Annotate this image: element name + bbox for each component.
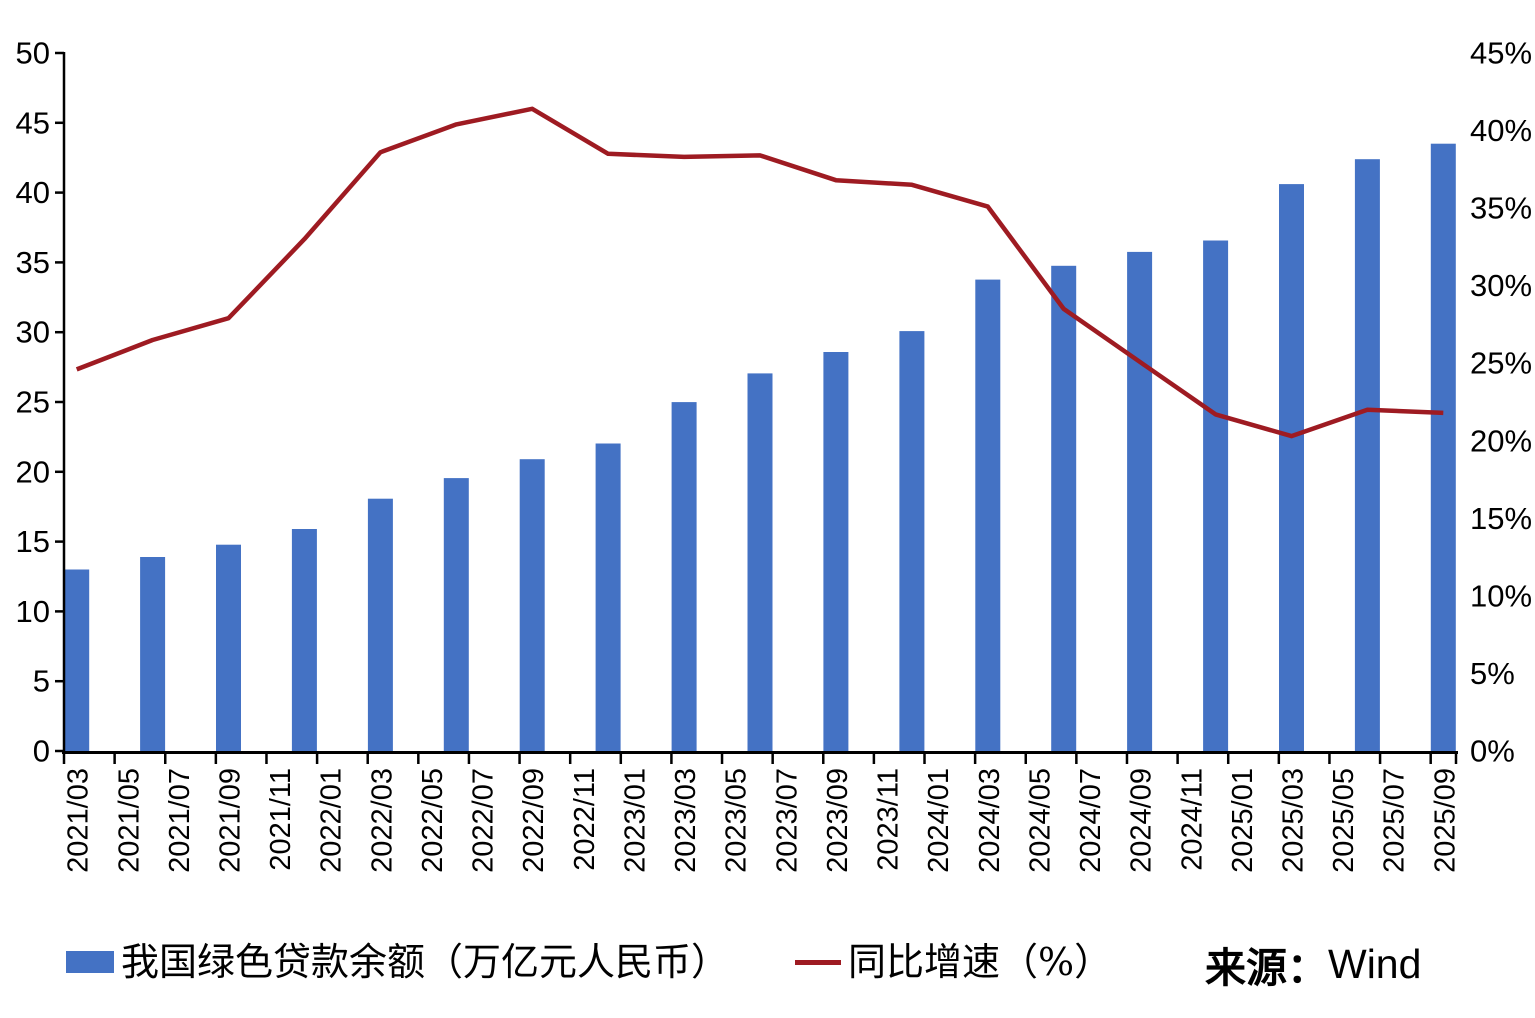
left-axis-label: 25 <box>16 385 50 420</box>
source-note: 来源： Wind <box>1205 936 1422 993</box>
right-axis-label: 25% <box>1470 346 1532 381</box>
x-axis-label: 2023/09 <box>822 768 854 873</box>
x-axis-label: 2022/07 <box>468 768 500 873</box>
x-axis-label: 2023/05 <box>721 768 753 873</box>
x-axis-label: 2024/09 <box>1126 768 1158 873</box>
right-axis-label: 40% <box>1470 113 1532 148</box>
legend-label-balance: 我国绿色贷款余额（万亿元人民币） <box>121 940 730 984</box>
bar-2021/12 <box>291 529 317 751</box>
legend-item-growth: 同比增速（%） <box>795 936 1112 988</box>
bar-2024/09 <box>1127 251 1153 751</box>
legend-label-growth: 同比增速（%） <box>848 940 1113 984</box>
x-axis-label: 2023/07 <box>771 768 803 873</box>
x-axis-label: 2024/03 <box>974 768 1006 873</box>
left-axis-label: 40 <box>16 175 50 210</box>
x-axis-label: 2021/03 <box>63 768 95 873</box>
source-label: 来源： <box>1205 944 1328 992</box>
x-axis-label: 2025/01 <box>1227 768 1259 873</box>
x-axis-label: 2022/05 <box>417 768 449 873</box>
x-axis-label: 2023/01 <box>619 768 651 873</box>
right-axis-label: 20% <box>1470 423 1532 458</box>
x-axis-label: 2024/11 <box>1176 768 1208 871</box>
bar-2023/06 <box>747 373 773 751</box>
bar-2024/06 <box>1051 265 1077 751</box>
bar-2025/03 <box>1279 184 1304 752</box>
right-axis-label: 10% <box>1470 578 1532 613</box>
legend-item-balance: 我国绿色贷款余额（万亿元人民币） <box>66 936 729 988</box>
bar-2021/09 <box>216 544 241 751</box>
left-axis-label: 15 <box>16 524 50 559</box>
bar-2024/03 <box>975 279 1001 751</box>
bar-2023/03 <box>671 402 697 751</box>
x-axis-label: 2021/05 <box>113 768 145 873</box>
bar-2022/09 <box>519 459 545 751</box>
source-value: Wind <box>1328 940 1422 987</box>
bar-2023/09 <box>823 352 849 751</box>
line-series-swatch-icon <box>795 959 841 965</box>
left-axis-label: 10 <box>16 594 50 629</box>
bar-2025/06 <box>1354 159 1380 751</box>
x-axis-label: 2021/07 <box>164 768 196 873</box>
x-axis-label: 2024/01 <box>923 768 955 873</box>
right-axis-label: 35% <box>1470 191 1532 226</box>
x-axis-label: 2023/11 <box>873 768 905 871</box>
right-axis-label: 45% <box>1470 36 1532 71</box>
bar-2021/06 <box>140 557 166 751</box>
x-axis-label: 2023/03 <box>670 768 702 873</box>
left-axis-label: 5 <box>33 664 50 699</box>
x-axis-label: 2025/05 <box>1328 768 1360 873</box>
left-axis-label: 45 <box>16 105 50 140</box>
right-axis-label: 15% <box>1470 501 1532 536</box>
bar-2021/03 <box>64 569 90 751</box>
x-axis-label: 2025/09 <box>1429 768 1461 873</box>
left-axis-label: 0 <box>33 734 50 769</box>
bar-2022/12 <box>595 443 621 751</box>
x-axis-label: 2021/11 <box>265 768 297 871</box>
x-axis-label: 2024/07 <box>1075 768 1107 873</box>
x-axis-label: 2025/03 <box>1277 768 1309 873</box>
bar-2023/12 <box>899 331 925 751</box>
bar-2025/09 <box>1430 143 1456 751</box>
bar-2022/03 <box>367 498 393 751</box>
x-axis-label: 2022/03 <box>366 768 398 873</box>
left-axis-label: 30 <box>16 315 50 350</box>
bar-2022/06 <box>443 478 469 751</box>
left-axis-label: 35 <box>16 245 50 280</box>
right-axis-label: 5% <box>1470 656 1515 691</box>
x-axis-label: 2025/07 <box>1379 768 1411 873</box>
x-axis-label: 2022/11 <box>569 768 601 871</box>
growth-line <box>75 106 1444 439</box>
x-axis-label: 2024/05 <box>1024 768 1056 873</box>
left-axis-label: 50 <box>16 36 50 71</box>
right-axis-label: 0% <box>1470 734 1515 769</box>
x-axis-label: 2021/09 <box>215 768 247 873</box>
bar-2024/12 <box>1203 240 1229 751</box>
bar-series-swatch-icon <box>66 951 114 973</box>
left-axis-label: 20 <box>16 454 50 489</box>
x-axis-label: 2022/09 <box>518 768 550 873</box>
x-axis-label: 2022/01 <box>316 768 348 873</box>
right-axis-label: 30% <box>1470 268 1532 303</box>
